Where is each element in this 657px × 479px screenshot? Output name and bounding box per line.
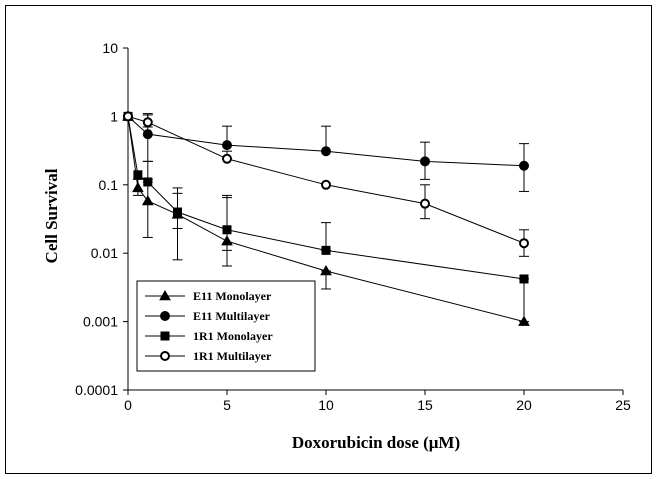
data-point-e11-monolayer: [132, 181, 144, 193]
legend-marker-e11-multilayer: [160, 311, 170, 321]
data-point-1r1-multilayer: [142, 117, 153, 128]
x-axis-title: Doxorubicin dose (μM): [292, 433, 460, 452]
x-tick-label: 25: [615, 397, 631, 413]
data-point-e11-monolayer: [141, 194, 154, 206]
legend-label-e11-multilayer: E11 Multilayer: [193, 309, 271, 323]
data-point-1r1-multilayer: [123, 111, 133, 122]
data-point-e11-monolayer: [320, 264, 332, 276]
series-1r1-multilayer: [123, 111, 529, 257]
data-point-e11-multilayer: [321, 146, 331, 157]
y-tick-label: 0.0001: [75, 382, 118, 398]
legend-label-e11-monolayer: E11 Monolayer: [193, 289, 272, 303]
x-tick-label: 10: [318, 397, 334, 413]
data-point-1r1-monolayer: [173, 207, 182, 217]
legend-label-1r1-monolayer: 1R1 Monolayer: [193, 329, 273, 343]
series-e11-multilayer: [123, 111, 529, 192]
legend-label-1r1-multilayer: 1R1 Multilayer: [193, 349, 272, 363]
legend: E11 Monolayer E11 Multilayer 1R1 Monolayer…: [136, 280, 316, 372]
data-point-1r1-multilayer: [519, 238, 529, 249]
y-axis-title: Cell Survival: [42, 168, 61, 263]
data-point-e11-multilayer: [420, 156, 430, 167]
data-point-1r1-monolayer: [519, 274, 529, 284]
y-tick-label: 1: [110, 108, 118, 124]
y-tick-label: 0.01: [91, 245, 118, 261]
legend-marker-e11-monolayer: [159, 289, 171, 301]
x-tick-label: 5: [223, 397, 231, 413]
x-tick-label: 15: [417, 397, 433, 413]
data-point-1r1-multilayer: [222, 153, 232, 164]
data-point-e11-multilayer: [222, 140, 232, 151]
y-tick-label: 10: [102, 40, 118, 56]
x-tick-label: 0: [124, 397, 132, 413]
data-point-1r1-monolayer: [222, 225, 232, 235]
x-tick-label: 20: [516, 397, 532, 413]
y-tick-label: 0.1: [99, 177, 119, 193]
data-point-1r1-monolayer: [321, 245, 331, 255]
data-point-1r1-multilayer: [321, 179, 331, 190]
plot-area: 0 5 10 15 20 25 10 1 0.1 0.01 0.001 0.0001: [75, 40, 631, 413]
data-point-1r1-monolayer: [133, 170, 143, 180]
legend-marker-1r1-multilayer: [160, 351, 170, 361]
data-point-1r1-monolayer: [143, 177, 153, 187]
data-point-e11-multilayer: [142, 129, 153, 140]
legend-marker-1r1-monolayer: [160, 331, 170, 341]
data-point-e11-multilayer: [519, 160, 529, 171]
data-point-1r1-multilayer: [420, 198, 430, 209]
figure-border: [5, 5, 652, 474]
y-tick-label: 0.001: [83, 314, 118, 330]
